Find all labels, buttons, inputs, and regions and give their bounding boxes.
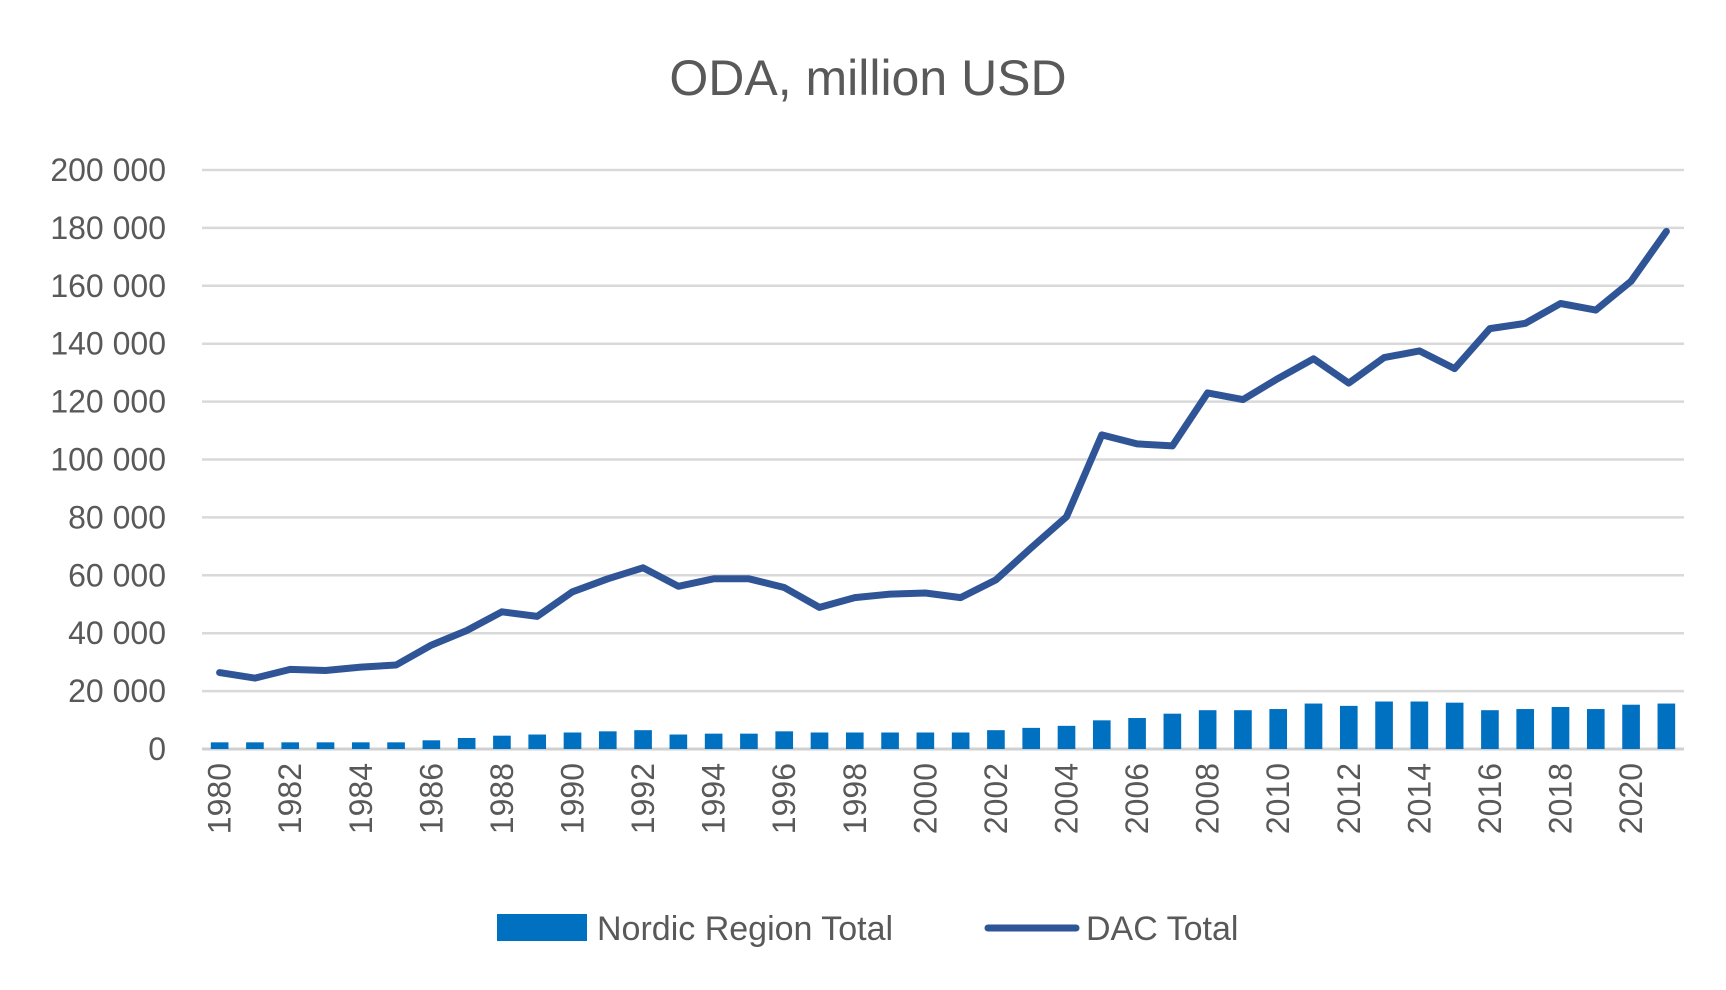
chart-title: ODA, million USD [669, 50, 1066, 106]
bar-nordic-1980 [210, 742, 229, 749]
bar-nordic-2014 [1410, 701, 1429, 749]
bar-nordic-1993 [669, 734, 688, 749]
bar-nordic-1985 [387, 742, 405, 749]
x-tick-label: 2004 [1049, 763, 1085, 834]
bar-nordic-2006 [1128, 718, 1146, 749]
bar-nordic-2015 [1445, 702, 1464, 749]
x-tick-label: 2012 [1331, 763, 1367, 834]
bar-nordic-2021 [1657, 703, 1676, 749]
bar-nordic-1996 [775, 731, 794, 749]
bar-nordic-1989 [528, 734, 547, 749]
x-tick-label: 1998 [837, 763, 873, 834]
bar-nordic-2008 [1198, 710, 1217, 749]
nordic-bars [210, 701, 1676, 749]
bar-nordic-2016 [1481, 710, 1499, 749]
bar-nordic-2004 [1057, 725, 1076, 749]
bar-nordic-1986 [422, 740, 441, 749]
x-tick-label: 1994 [696, 763, 732, 834]
bar-nordic-2019 [1586, 709, 1605, 749]
legend-swatch-nordic [497, 914, 587, 941]
bar-nordic-2012 [1339, 705, 1358, 749]
bar-nordic-1988 [493, 735, 511, 749]
y-tick-label: 180 000 [50, 210, 166, 246]
bar-nordic-1994 [704, 733, 723, 749]
x-tick-label: 1988 [484, 763, 520, 834]
x-tick-label: 2008 [1190, 763, 1226, 834]
x-axis-ticks: 1980 1982 1984 1986 1988 1990 1992 1994 1996 1998… [202, 763, 1649, 834]
bar-nordic-1984 [351, 742, 370, 749]
y-tick-label: 80 000 [68, 499, 166, 535]
bar-nordic-2009 [1234, 710, 1252, 749]
bar-nordic-1999 [881, 732, 899, 749]
bar-nordic-2017 [1516, 709, 1535, 749]
bar-nordic-2010 [1269, 709, 1288, 749]
y-tick-label: 120 000 [50, 384, 166, 420]
legend: Nordic Region Total DAC Total [497, 910, 1238, 948]
y-tick-label: 40 000 [68, 615, 166, 651]
bar-nordic-2003 [1022, 727, 1041, 749]
legend-label-nordic: Nordic Region Total [597, 910, 893, 948]
x-tick-label: 2002 [978, 763, 1014, 834]
x-tick-label: 1986 [413, 763, 449, 834]
bar-nordic-1982 [281, 742, 300, 749]
bar-nordic-1995 [740, 733, 758, 749]
y-tick-label: 160 000 [50, 268, 166, 304]
x-tick-label: 2006 [1119, 763, 1155, 834]
x-tick-label: 2010 [1260, 763, 1296, 834]
bar-nordic-1981 [246, 742, 264, 749]
bar-nordic-1997 [810, 732, 829, 749]
x-tick-label: 2014 [1401, 763, 1437, 834]
bar-nordic-1983 [316, 742, 335, 749]
x-tick-label: 1980 [202, 763, 238, 834]
bar-nordic-2013 [1375, 701, 1393, 749]
bar-nordic-2020 [1622, 704, 1640, 749]
dac-line-group [216, 227, 1670, 682]
x-tick-label: 1982 [272, 763, 308, 834]
y-axis-ticks: 0 20 000 40 000 60 000 80 000 100 000 120 000 1… [50, 152, 166, 767]
y-tick-label: 20 000 [68, 673, 166, 709]
x-tick-label: 1990 [555, 763, 591, 834]
x-tick-label: 1984 [343, 763, 379, 834]
y-tick-label: 100 000 [50, 442, 166, 478]
y-tick-label: 140 000 [50, 326, 166, 362]
x-tick-label: 2020 [1613, 763, 1649, 834]
x-tick-label: 2000 [907, 763, 943, 834]
y-tick-label: 60 000 [68, 557, 166, 593]
y-tick-label: 0 [148, 731, 166, 767]
legend-label-dac: DAC Total [1086, 910, 1238, 948]
bar-nordic-2011 [1304, 703, 1323, 749]
bar-nordic-2000 [916, 732, 935, 749]
x-tick-label: 1996 [766, 763, 802, 834]
x-tick-label: 2018 [1543, 763, 1579, 834]
gridlines [202, 168, 1684, 751]
bar-nordic-1987 [457, 737, 476, 749]
bar-nordic-1991 [598, 731, 617, 749]
bar-nordic-1998 [845, 732, 864, 749]
bar-nordic-1990 [563, 732, 582, 749]
bar-nordic-2005 [1092, 720, 1111, 749]
bar-nordic-2018 [1551, 707, 1570, 749]
bar-nordic-2002 [987, 730, 1005, 749]
x-tick-label: 1992 [625, 763, 661, 834]
dac-total-line [216, 227, 1670, 682]
x-tick-label: 2016 [1472, 763, 1508, 834]
bar-nordic-2001 [951, 732, 970, 749]
y-tick-label: 200 000 [50, 152, 166, 188]
bar-nordic-2007 [1163, 713, 1182, 749]
bar-nordic-1992 [634, 730, 652, 749]
